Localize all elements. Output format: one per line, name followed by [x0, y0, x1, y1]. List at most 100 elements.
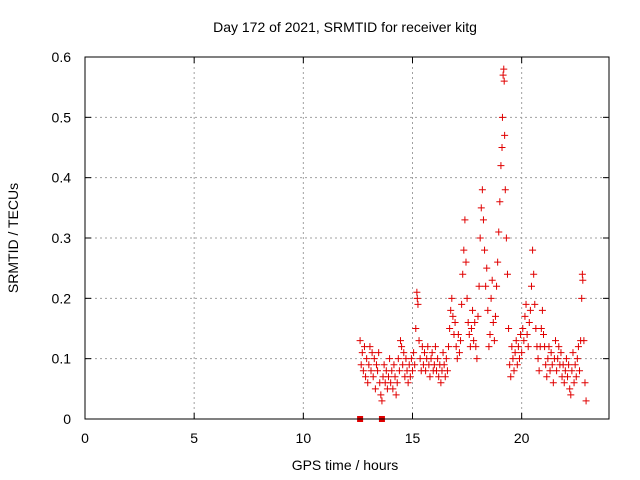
y-tick-label: 0.1: [52, 351, 72, 367]
data-point: [446, 325, 454, 332]
y-tick-label: 0.5: [52, 109, 72, 125]
data-point: [491, 312, 499, 320]
data-point: [578, 294, 586, 302]
data-point: [493, 282, 501, 290]
data-point: [552, 337, 560, 345]
data-point: [369, 373, 377, 381]
data-point: [545, 343, 553, 351]
data-point: [502, 234, 510, 242]
data-point: [500, 77, 508, 85]
data-point: [568, 367, 576, 375]
data-point: [483, 264, 491, 272]
data-point: [506, 361, 514, 369]
data-point: [484, 306, 492, 314]
data-point: [461, 216, 469, 224]
data-point: [513, 361, 521, 369]
data-point: [531, 300, 539, 308]
data-point: [562, 355, 570, 363]
data-point: [455, 349, 463, 357]
data-point: [356, 337, 364, 345]
data-point: [367, 367, 375, 375]
data-point: [515, 355, 523, 363]
data-point: [371, 385, 379, 393]
data-point: [410, 349, 418, 357]
data-point: [448, 294, 456, 302]
gridlines: [85, 57, 609, 419]
data-point: [389, 385, 397, 393]
data-point: [396, 337, 404, 345]
data-point: [442, 355, 450, 363]
data-point: [460, 246, 468, 254]
data-point: [542, 361, 550, 369]
x-axis-title: GPS time / hours: [292, 457, 399, 473]
data-point: [416, 355, 424, 363]
data-point: [393, 379, 401, 387]
data-point: [467, 325, 475, 332]
y-axis-title: SRMTID / TECUs: [5, 183, 21, 293]
data-point: [407, 355, 415, 363]
data-point: [555, 343, 563, 351]
data-point: [544, 355, 552, 363]
data-point: [503, 270, 511, 278]
axes: 0 5 10 15 20 0 0.1 0.2 0.3 0.4 0.5 0.6: [52, 49, 610, 446]
data-point: [543, 373, 551, 381]
data-point: [494, 258, 502, 266]
x-tick-label: 0: [81, 430, 89, 446]
data-point: [435, 373, 443, 381]
data-point: [479, 216, 487, 224]
data-point: [399, 361, 407, 369]
data-point: [549, 379, 557, 387]
data-point: [553, 367, 561, 375]
data-point: [472, 343, 480, 351]
data-point: [522, 300, 530, 308]
data-point: [421, 349, 429, 357]
data-point: [524, 343, 532, 351]
data-point: [473, 355, 481, 363]
data-point: [572, 373, 580, 381]
data-point: [380, 361, 388, 369]
data-point: [514, 343, 522, 351]
data-point: [578, 270, 586, 278]
data-point: [362, 373, 370, 381]
data-point: [520, 337, 528, 345]
data-point: [485, 343, 493, 351]
data-point: [413, 288, 421, 296]
data-point: [576, 367, 584, 375]
data-point: [560, 379, 568, 387]
data-point: [443, 367, 451, 375]
data-point: [474, 312, 482, 320]
data-point: [398, 343, 406, 351]
data-point: [454, 331, 462, 339]
data-point: [530, 270, 538, 278]
data-point: [378, 397, 386, 405]
y-tick-label: 0.2: [52, 290, 72, 306]
data-point: [557, 349, 565, 357]
data-point: [498, 113, 506, 121]
data-point: [525, 318, 533, 326]
data-point: [521, 312, 529, 320]
data-point: [571, 361, 579, 369]
data-point: [449, 312, 457, 320]
data-point: [464, 318, 472, 326]
data-point: [489, 318, 497, 326]
data-point: [510, 367, 518, 375]
data-point: [391, 373, 399, 381]
data-point: [427, 355, 435, 363]
chart-title: Day 172 of 2021, SRMTID for receiver kit…: [213, 19, 477, 35]
data-point: [488, 276, 496, 284]
data-point: [500, 65, 508, 73]
data-point: [363, 355, 371, 363]
data-point: [486, 331, 494, 339]
y-tick-label: 0.6: [52, 49, 72, 65]
data-point: [412, 325, 420, 332]
data-point: [428, 349, 436, 357]
data-point: [406, 373, 414, 381]
data-point: [457, 337, 465, 345]
data-points: [356, 65, 590, 422]
data-point: [451, 318, 459, 326]
data-point: [439, 349, 447, 357]
data-point: [447, 306, 455, 314]
data-point: [463, 294, 471, 302]
